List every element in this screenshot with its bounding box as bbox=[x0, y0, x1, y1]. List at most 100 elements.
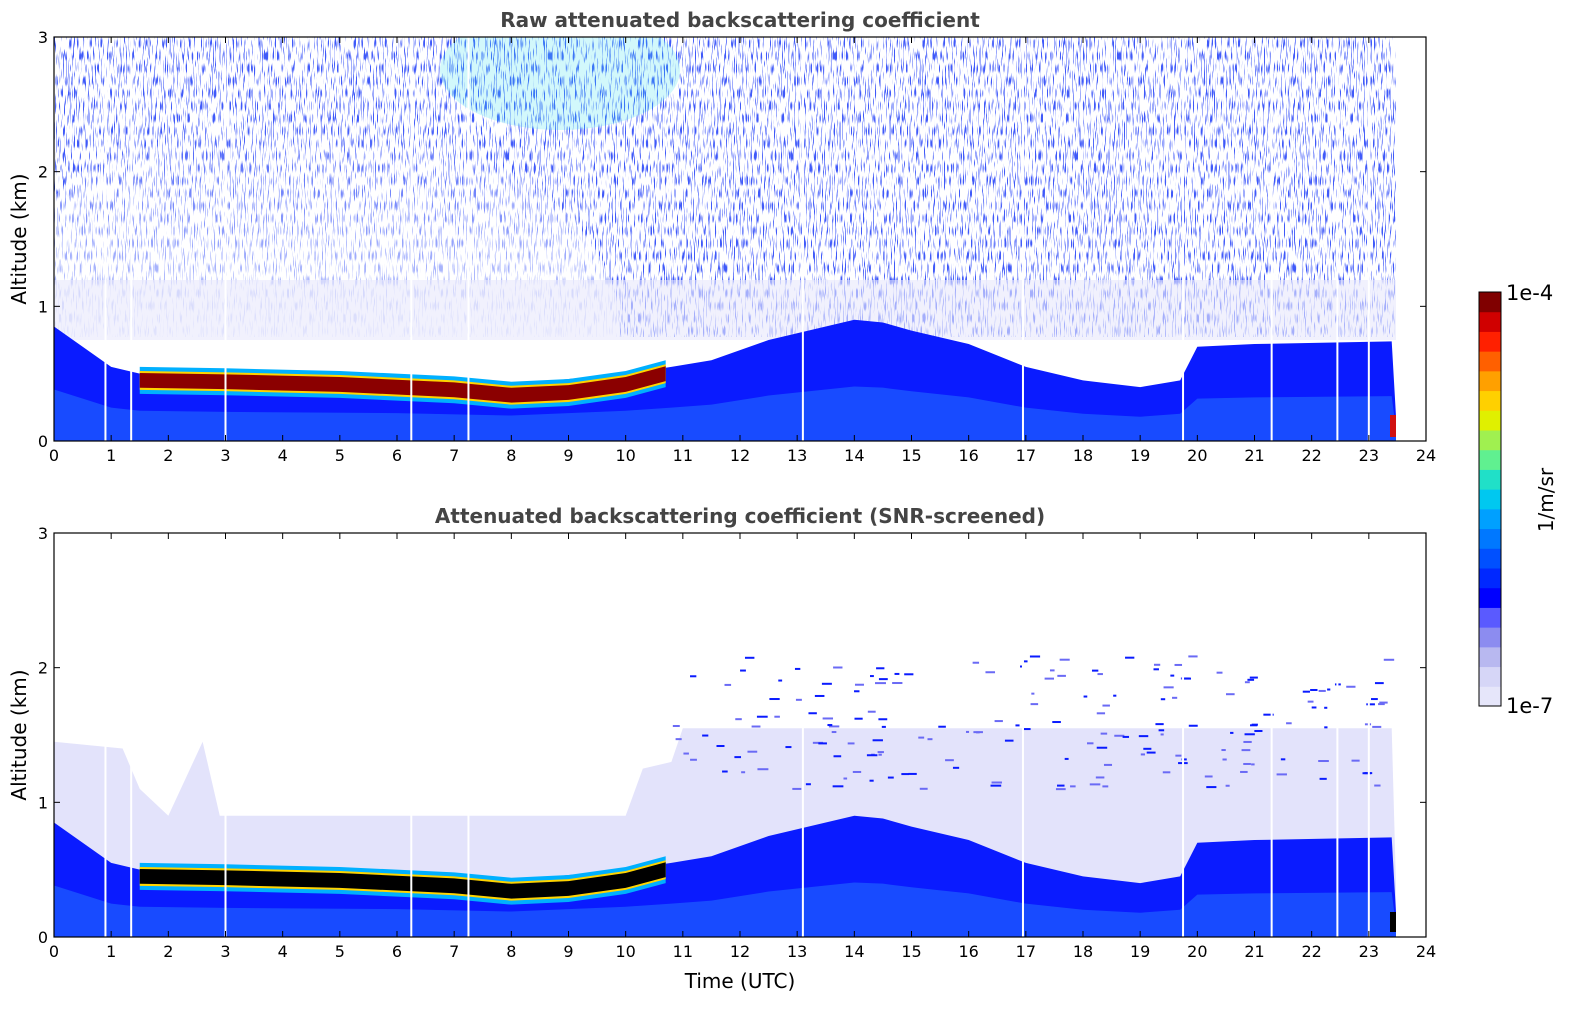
speckle bbox=[965, 730, 970, 733]
y-tick-label: 1 bbox=[38, 297, 48, 316]
speckle bbox=[1225, 784, 1230, 787]
speckle bbox=[1181, 677, 1192, 680]
speckle bbox=[1181, 758, 1187, 761]
colorbar-swatch bbox=[1479, 390, 1501, 411]
speckle bbox=[1379, 701, 1388, 704]
speckle bbox=[1052, 721, 1061, 724]
speckle bbox=[1125, 656, 1135, 659]
speckle bbox=[675, 738, 682, 741]
screened-speckles bbox=[672, 655, 1395, 791]
speckle bbox=[881, 725, 886, 728]
colorbar-swatch bbox=[1479, 607, 1501, 628]
speckle bbox=[1310, 688, 1318, 691]
data-gap bbox=[467, 533, 470, 937]
speckle bbox=[1172, 696, 1178, 699]
colorbar-swatch bbox=[1479, 627, 1501, 648]
speckle bbox=[1103, 763, 1113, 766]
speckle bbox=[972, 661, 980, 664]
colorbar-unit: 1/m/sr bbox=[1534, 467, 1558, 532]
speckle bbox=[1243, 740, 1252, 743]
speckle bbox=[785, 746, 792, 749]
speckle bbox=[994, 720, 1003, 723]
screened-axes: 0 1 2 3 4 5 6 7 8 9 10 11 12 13 14 15 16 17 18 19 20 21 22 23 24… bbox=[7, 524, 1436, 961]
speckle bbox=[1241, 749, 1251, 752]
x-tick-label: 14 bbox=[844, 446, 864, 465]
speckle bbox=[875, 682, 886, 685]
x-tick-label: 7 bbox=[449, 446, 459, 465]
x-tick-label: 8 bbox=[506, 446, 516, 465]
speckle bbox=[1097, 673, 1103, 676]
raw-nodata-tail bbox=[1396, 37, 1426, 441]
screened-nodata-tail bbox=[1396, 533, 1426, 937]
x-tick-label: 10 bbox=[615, 942, 635, 961]
panel-screened-title: Attenuated backscattering coefficient (S… bbox=[435, 504, 1045, 528]
speckle bbox=[1374, 784, 1381, 787]
x-tick-label: 11 bbox=[673, 942, 693, 961]
speckle bbox=[918, 736, 925, 739]
panel-raw-title: Raw attenuated backscattering coefficien… bbox=[500, 8, 980, 32]
x-tick-label: 5 bbox=[335, 942, 345, 961]
raw-boundary-layer-lower bbox=[54, 386, 1398, 441]
data-gap bbox=[1336, 37, 1339, 441]
speckle bbox=[1383, 658, 1395, 661]
speckle bbox=[976, 731, 980, 734]
speckle bbox=[1004, 739, 1014, 742]
x-tick-label: 19 bbox=[1130, 446, 1150, 465]
speckle bbox=[1160, 698, 1166, 701]
x-tick-label: 10 bbox=[615, 446, 635, 465]
speckle bbox=[1140, 753, 1146, 756]
x-tick-label: 17 bbox=[1016, 942, 1036, 961]
speckle bbox=[734, 756, 742, 759]
data-gap bbox=[1021, 37, 1024, 441]
speckle bbox=[1378, 703, 1385, 706]
speckle bbox=[1070, 785, 1076, 788]
speckle bbox=[1102, 785, 1109, 788]
speckle bbox=[1244, 681, 1250, 684]
data-gap bbox=[130, 533, 133, 937]
speckle bbox=[878, 718, 888, 721]
speckle bbox=[990, 784, 1002, 787]
colorbar: 1e-4 1e-7 1/m/sr bbox=[1478, 281, 1558, 718]
speckle bbox=[735, 718, 742, 721]
screened-data-gaps bbox=[104, 533, 1370, 937]
screened-aerosol-core bbox=[139, 862, 666, 899]
x-tick-label: 22 bbox=[1301, 942, 1321, 961]
speckle bbox=[832, 785, 844, 788]
speckle bbox=[1188, 655, 1198, 658]
speckle bbox=[1162, 771, 1171, 774]
speckle bbox=[818, 742, 827, 745]
speckle bbox=[892, 682, 903, 685]
speckle bbox=[1143, 747, 1152, 750]
speckle bbox=[1029, 655, 1041, 658]
speckle bbox=[878, 678, 888, 681]
speckle bbox=[1226, 693, 1235, 696]
x-tick-label: 19 bbox=[1130, 942, 1150, 961]
data-gap bbox=[1021, 533, 1024, 937]
speckle bbox=[1311, 706, 1317, 709]
speckle bbox=[828, 725, 840, 728]
speckle bbox=[1122, 735, 1130, 738]
speckle bbox=[1155, 723, 1164, 726]
speckle bbox=[901, 773, 910, 776]
x-tick-label: 18 bbox=[1073, 446, 1093, 465]
speckle bbox=[831, 731, 837, 734]
colorbar-swatch bbox=[1479, 370, 1501, 392]
speckle bbox=[1318, 689, 1326, 692]
speckle bbox=[792, 787, 802, 790]
speckle bbox=[1302, 690, 1310, 693]
speckle bbox=[833, 755, 842, 758]
speckle bbox=[952, 766, 960, 769]
speckle bbox=[1102, 704, 1110, 707]
speckle bbox=[938, 725, 946, 728]
colorbar-swatches bbox=[1479, 292, 1501, 707]
colorbar-swatch bbox=[1479, 430, 1501, 451]
data-gap bbox=[1336, 533, 1339, 937]
speckle bbox=[1251, 723, 1258, 726]
speckle bbox=[1249, 676, 1258, 679]
speckle bbox=[1113, 694, 1117, 697]
data-gap bbox=[801, 533, 804, 937]
screened-boundary-layer bbox=[54, 815, 1398, 937]
speckle bbox=[1374, 682, 1384, 685]
speckle bbox=[1319, 777, 1327, 780]
x-tick-label: 8 bbox=[506, 942, 516, 961]
